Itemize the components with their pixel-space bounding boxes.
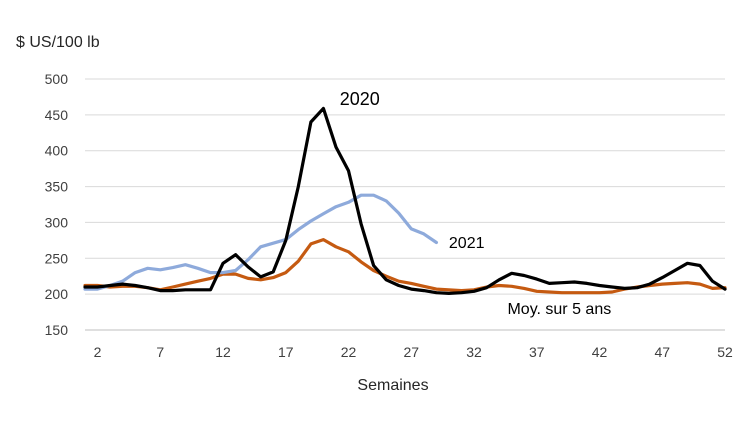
series-label: 2020 [340, 89, 380, 109]
y-tick-label: 350 [45, 179, 69, 195]
series-line-2021 [83, 193, 438, 291]
y-unit-label: $ US/100 lb [16, 34, 100, 51]
y-tick-label: 300 [45, 214, 69, 230]
series-lines [83, 106, 727, 295]
y-tick-label: 150 [45, 322, 69, 338]
y-tick-label: 400 [45, 143, 69, 159]
x-tick-labels: 2 7 12 17 22 27 32 37 42 47 52 [94, 344, 733, 360]
x-tick-label: 42 [592, 344, 608, 360]
y-tick-label: 500 [45, 71, 69, 87]
series-labels: 2020 2021 Moy. sur 5 ans [340, 89, 611, 318]
y-tick-labels: 150 200 250 300 350 400 450 500 [45, 71, 69, 338]
y-tick-label: 250 [45, 250, 69, 266]
series-label: 2021 [449, 235, 485, 252]
x-tick-label: 17 [278, 344, 294, 360]
x-axis-label: Semaines [357, 377, 428, 394]
x-tick-label: 12 [215, 344, 231, 360]
y-tick-label: 450 [45, 107, 69, 123]
x-tick-label: 2 [94, 344, 102, 360]
y-tick-label: 200 [45, 286, 69, 302]
gridlines [85, 78, 725, 331]
x-tick-label: 37 [529, 344, 545, 360]
x-tick-label: 22 [341, 344, 357, 360]
x-tick-label: 27 [403, 344, 419, 360]
series-label: Moy. sur 5 ans [507, 301, 611, 318]
x-tick-label: 52 [717, 344, 733, 360]
series-line-2020 [83, 106, 727, 295]
x-tick-label: 7 [156, 344, 164, 360]
x-tick-label: 32 [466, 344, 482, 360]
series-line-moy-sur-5-ans [83, 238, 727, 295]
x-tick-label: 47 [654, 344, 670, 360]
